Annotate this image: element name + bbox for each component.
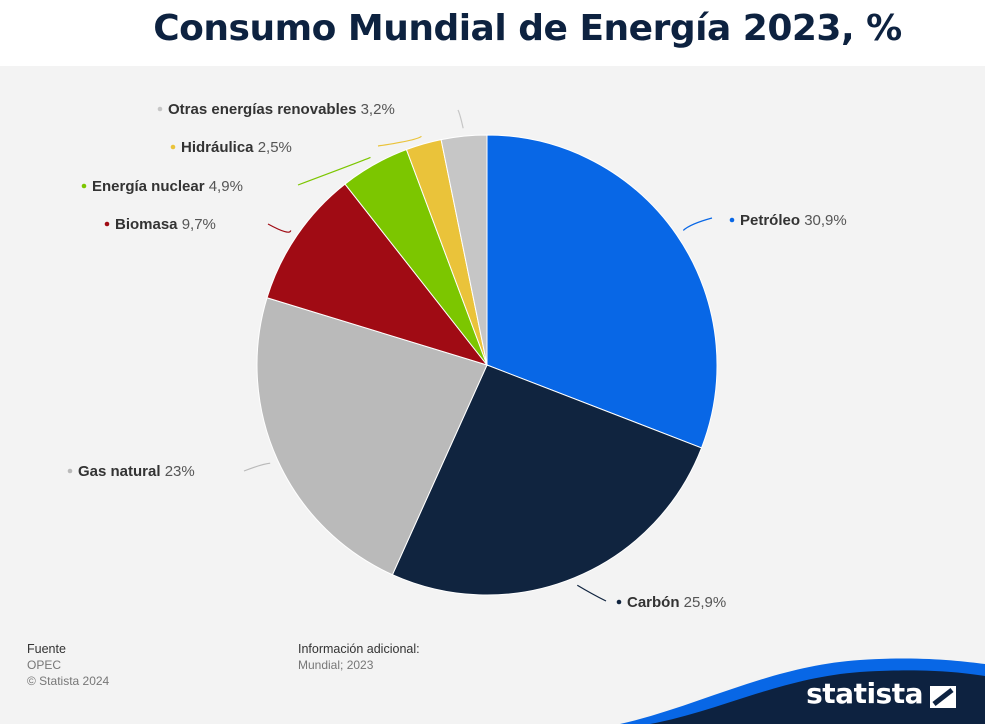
slice-label: Gas natural 23% (78, 463, 195, 480)
slice-label-value: 2,5% (258, 139, 292, 156)
slice-label-value: 4,9% (209, 178, 243, 195)
leader-line (297, 156, 371, 186)
statista-logo[interactable]: statista (806, 677, 923, 710)
slice-label-value: 25,9% (684, 594, 727, 611)
slice-label: Carbón 25,9% (627, 594, 726, 611)
slice-label-name: Otras energías renovables (168, 101, 361, 118)
leader-line (682, 217, 713, 231)
slice-label-value: 30,9% (804, 212, 847, 229)
pie-slice-gas-natural[interactable] (256, 297, 488, 576)
legend-bullet (104, 221, 110, 227)
slice-label-name: Biomasa (115, 216, 182, 233)
copyright-text: © Statista 2024 (27, 674, 110, 688)
pie-slice-otras-energías-renovables[interactable] (440, 134, 488, 366)
pie-slice-biomasa[interactable] (266, 183, 489, 366)
slice-label-name: Gas natural (78, 463, 165, 480)
chart-title: Consumo Mundial de Energía 2023, % (153, 8, 902, 49)
title-band: Consumo Mundial de Energía 2023, % (0, 0, 985, 66)
source-heading: Fuente (27, 642, 66, 656)
brand-wave (620, 658, 985, 724)
slice-label-name: Energía nuclear (92, 178, 209, 195)
slice-label-value: 9,7% (182, 216, 216, 233)
source-block: Fuente OPEC © Statista 2024 (27, 641, 109, 689)
leader-line (457, 109, 464, 129)
slice-label: Energía nuclear 4,9% (92, 178, 243, 195)
legend-bullet (67, 468, 73, 474)
pie-slice-petróleo[interactable] (486, 134, 718, 449)
legend-bullet (81, 183, 87, 189)
slice-label: Hidráulica 2,5% (181, 139, 292, 156)
slice-label-value: 23% (165, 463, 195, 480)
statista-logo-icon (930, 686, 956, 708)
info-value: Mundial; 2023 (298, 658, 374, 672)
pie-slice-carbón[interactable] (391, 364, 703, 596)
slice-label: Petróleo 30,9% (740, 212, 847, 229)
slice-label-name: Petróleo (740, 212, 804, 229)
info-block: Información adicional: Mundial; 2023 (298, 641, 420, 673)
chart-panel: Petróleo 30,9% Carbón 25,9% Gas natural 23… (0, 66, 985, 724)
source-value[interactable]: OPEC (27, 658, 62, 672)
leader-line (267, 223, 292, 233)
leader-line (243, 462, 271, 472)
pie-chart: Petróleo 30,9% Carbón 25,9% Gas natural 23… (67, 101, 847, 611)
info-heading: Información adicional: (298, 642, 420, 656)
leader-line (377, 135, 422, 147)
slice-label-value: 3,2% (361, 101, 395, 118)
slice-label: Otras energías renovables 3,2% (168, 101, 395, 118)
legend-bullet (729, 217, 735, 223)
slice-label-name: Hidráulica (181, 139, 258, 156)
slice-label: Biomasa 9,7% (115, 216, 216, 233)
legend-bullet (170, 144, 176, 150)
legend-bullet (157, 106, 163, 112)
legend-bullet (616, 599, 622, 605)
leader-line (576, 584, 607, 602)
slice-label-name: Carbón (627, 594, 684, 611)
